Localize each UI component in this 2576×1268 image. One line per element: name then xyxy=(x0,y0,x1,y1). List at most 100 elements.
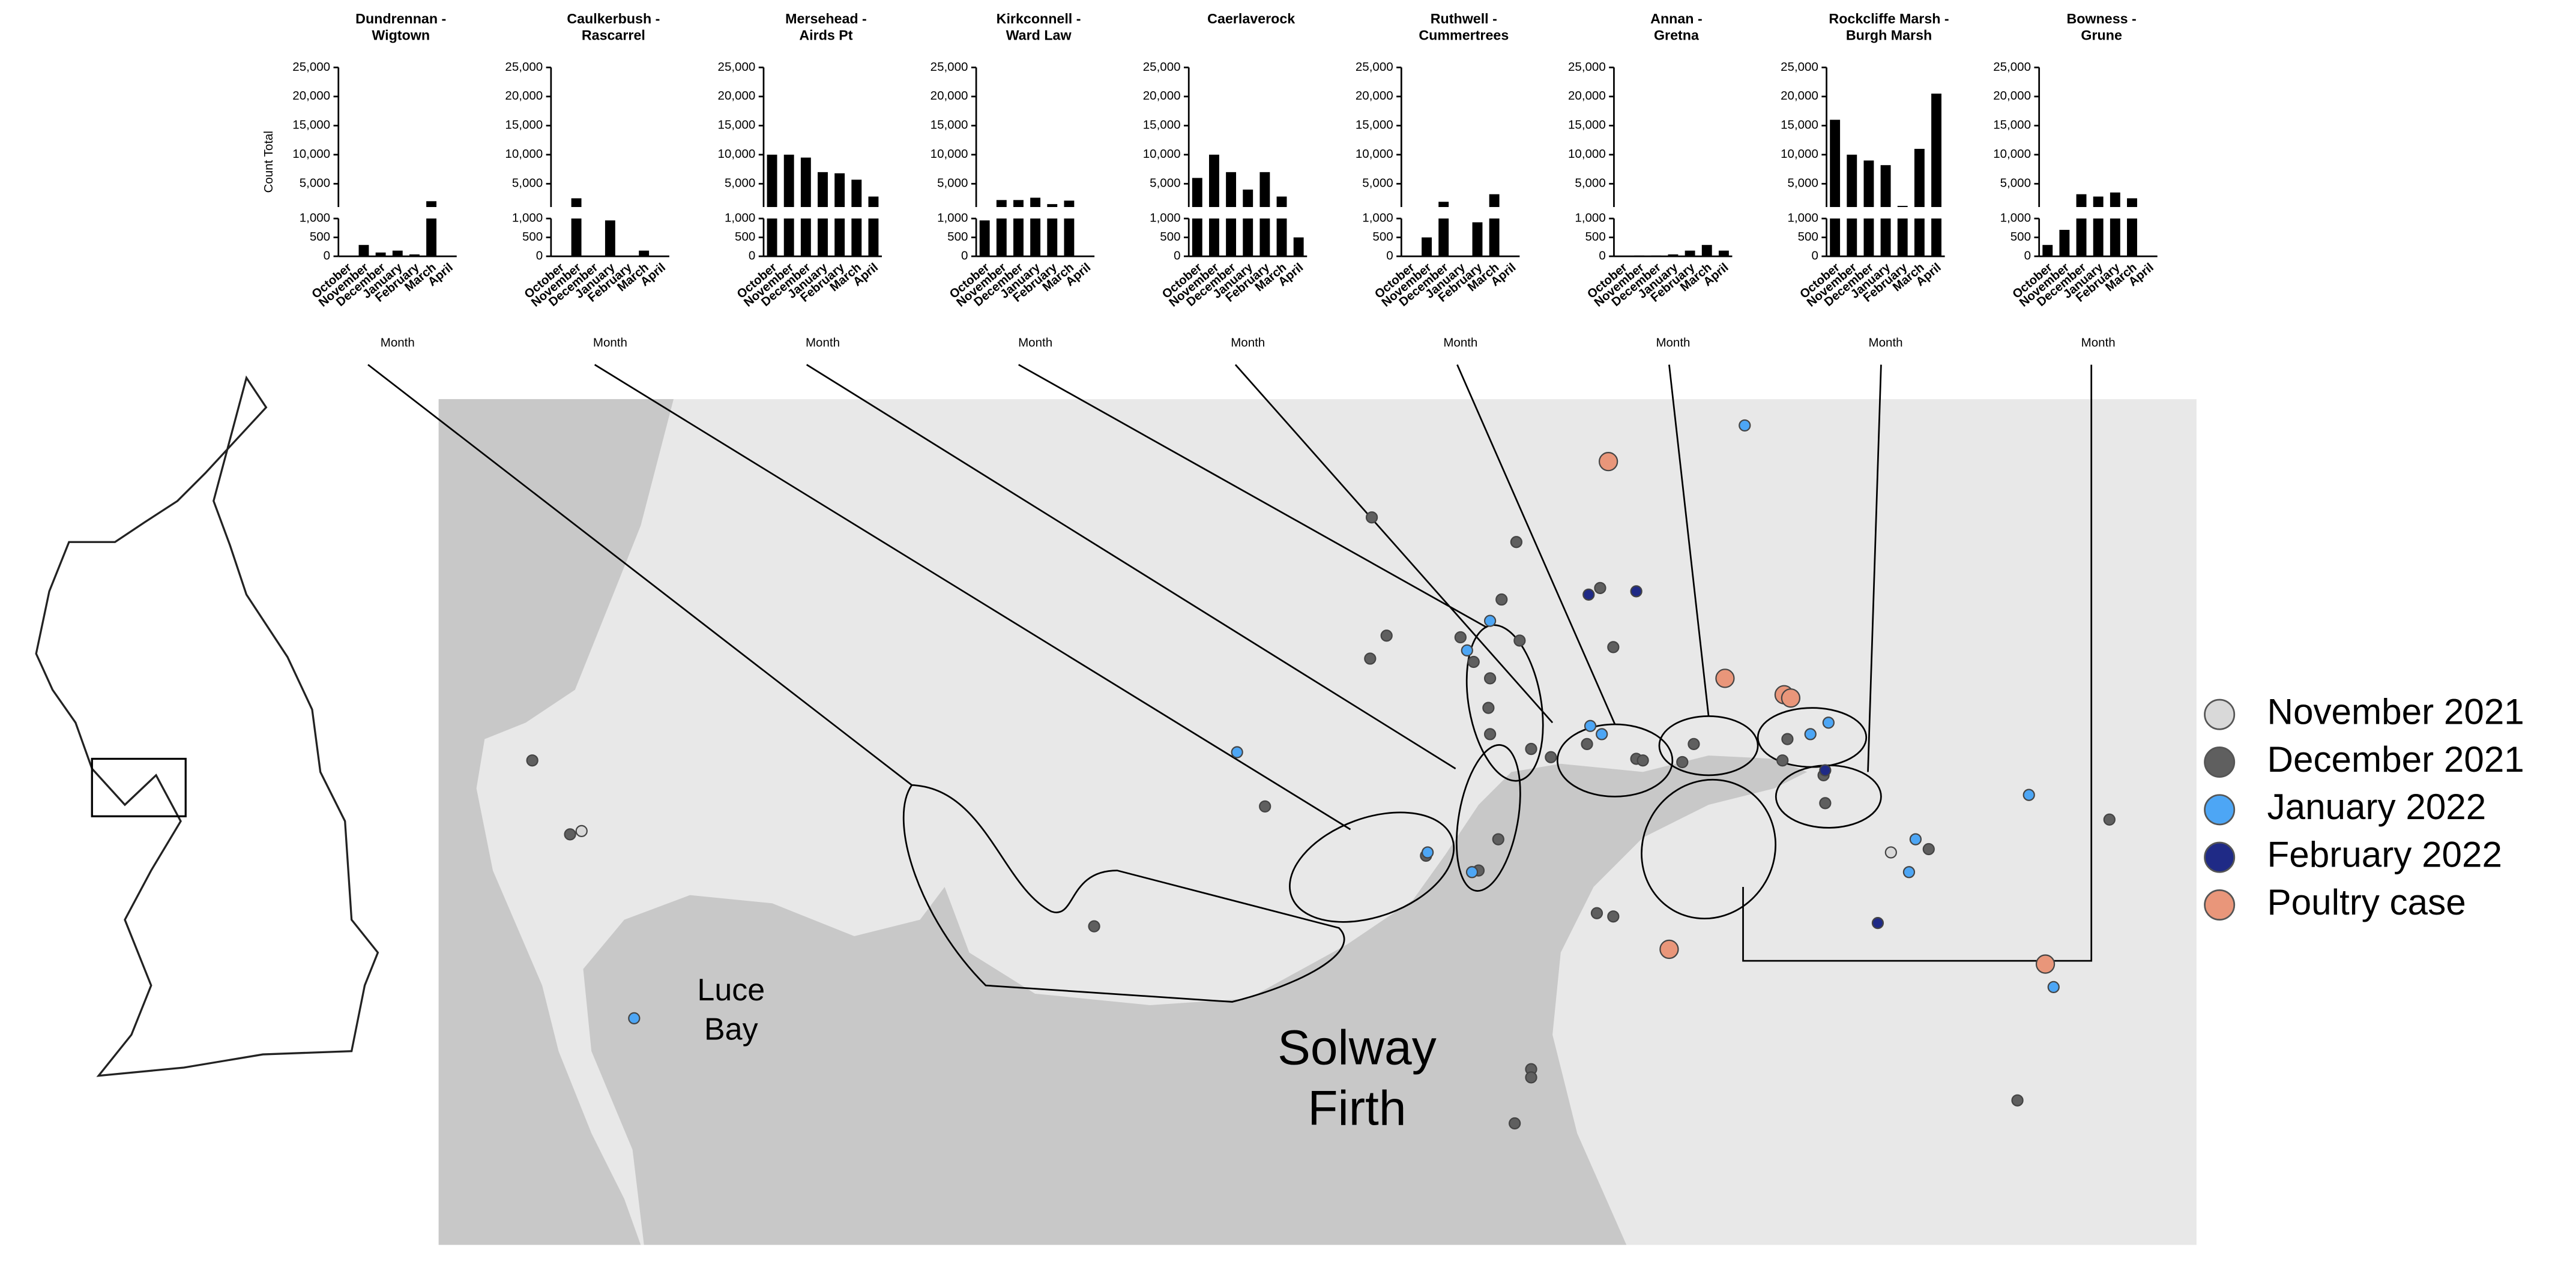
bar xyxy=(851,218,862,257)
bar xyxy=(571,218,582,257)
bar xyxy=(1259,218,1270,257)
y-tick-label: 15,000 xyxy=(718,118,756,132)
y-tick-label: 25,000 xyxy=(718,60,756,74)
chart-title: Rascarrel xyxy=(582,28,645,43)
chart-title: Gretna xyxy=(1654,28,1700,43)
y-tick-label: 500 xyxy=(1160,230,1180,244)
y-tick-label: 1,000 xyxy=(1150,211,1180,225)
y-tick-label: 5,000 xyxy=(1362,176,1393,190)
y-tick-label: 5,000 xyxy=(512,176,543,190)
y-tick-label: 10,000 xyxy=(1356,147,1393,161)
map-point xyxy=(1467,655,1480,669)
chart-title: Mersehead - xyxy=(785,11,867,26)
chart-title: Caerlaverock xyxy=(1207,11,1295,26)
bar xyxy=(1914,218,1925,257)
map-point xyxy=(1465,866,1479,879)
map-point xyxy=(1822,717,1835,729)
map-point xyxy=(1483,614,1497,627)
chart-title: Burgh Marsh xyxy=(1846,28,1932,43)
y-tick-label: 20,000 xyxy=(1568,89,1606,103)
bar xyxy=(1013,218,1024,257)
x-axis-label: Month xyxy=(1656,336,1690,350)
map-point xyxy=(1598,452,1618,472)
site-outline xyxy=(902,784,1345,1003)
x-axis-label: Month xyxy=(1018,336,1052,350)
chart-title: Annan - xyxy=(1650,11,1703,26)
chart-title: Rockcliffe Marsh - xyxy=(1829,11,1949,26)
bar xyxy=(1830,119,1841,207)
map-point xyxy=(1596,728,1608,741)
map-point xyxy=(1509,1117,1521,1130)
bar xyxy=(1064,200,1075,207)
bar xyxy=(426,218,436,257)
bar xyxy=(2110,192,2120,207)
chart-title: Cummertrees xyxy=(1419,28,1509,43)
bar xyxy=(1192,218,1202,257)
y-tick-label: 15,000 xyxy=(505,118,543,132)
bar xyxy=(375,252,386,257)
bar xyxy=(639,250,650,257)
y-tick-label: 15,000 xyxy=(1568,118,1606,132)
y-tick-label: 20,000 xyxy=(1356,89,1393,103)
legend-label: November 2021 xyxy=(2267,692,2524,732)
bar xyxy=(2093,218,2104,257)
bar xyxy=(868,218,879,257)
bar xyxy=(818,172,828,207)
site-outline xyxy=(1641,778,1777,920)
bar xyxy=(1701,245,1712,257)
y-tick-label: 20,000 xyxy=(505,89,543,103)
y-tick-label: 10,000 xyxy=(1143,147,1181,161)
map-point xyxy=(2035,954,2056,974)
legend-label: February 2022 xyxy=(2267,835,2502,875)
bar xyxy=(2127,198,2137,207)
bar xyxy=(2093,196,2104,207)
y-tick-label: 10,000 xyxy=(505,147,543,161)
bar xyxy=(1438,218,1449,257)
bar xyxy=(1931,218,1941,257)
bar xyxy=(1013,200,1024,207)
map-point xyxy=(1525,1071,1537,1084)
bar xyxy=(1668,254,1679,257)
y-tick-label: 1,000 xyxy=(1362,211,1393,225)
y-tick-label: 15,000 xyxy=(1143,118,1181,132)
map-label: Firth xyxy=(1308,1081,1406,1136)
map-point xyxy=(1659,939,1679,960)
y-tick-label: 25,000 xyxy=(292,60,330,74)
bar xyxy=(1243,189,1253,207)
map-point xyxy=(1804,728,1817,741)
map-sea xyxy=(438,399,674,1245)
map-point xyxy=(1525,742,1537,756)
bar xyxy=(1030,197,1041,207)
y-tick-label: 5,000 xyxy=(2000,176,2031,190)
x-axis-label: Month xyxy=(1443,336,1477,350)
map-point xyxy=(1776,754,1789,767)
bar xyxy=(571,198,582,207)
bar xyxy=(1293,237,1304,257)
bar xyxy=(1192,178,1202,207)
bar xyxy=(1226,172,1237,207)
y-tick-label: 5,000 xyxy=(300,176,330,190)
bar xyxy=(1880,165,1891,207)
map-point xyxy=(1607,641,1620,654)
y-tick-label: 25,000 xyxy=(1143,60,1181,74)
y-tick-label: 5,000 xyxy=(1788,176,1818,190)
map-sea xyxy=(583,756,1808,1245)
y-tick-label: 0 xyxy=(1386,249,1393,263)
y-tick-label: 10,000 xyxy=(1568,147,1606,161)
bar xyxy=(1847,218,1857,257)
bar xyxy=(800,157,811,207)
bar xyxy=(1472,222,1483,257)
bar xyxy=(1030,218,1041,257)
map-point xyxy=(1421,846,1434,859)
map-point xyxy=(1715,669,1735,688)
uk-outline xyxy=(35,375,379,1077)
y-tick-label: 15,000 xyxy=(931,118,968,132)
bar xyxy=(1718,250,1729,257)
bar xyxy=(2127,218,2137,257)
y-tick-label: 1,000 xyxy=(937,211,968,225)
bar xyxy=(1276,196,1287,207)
legend-marker xyxy=(2204,699,2236,730)
y-tick-label: 20,000 xyxy=(931,89,968,103)
